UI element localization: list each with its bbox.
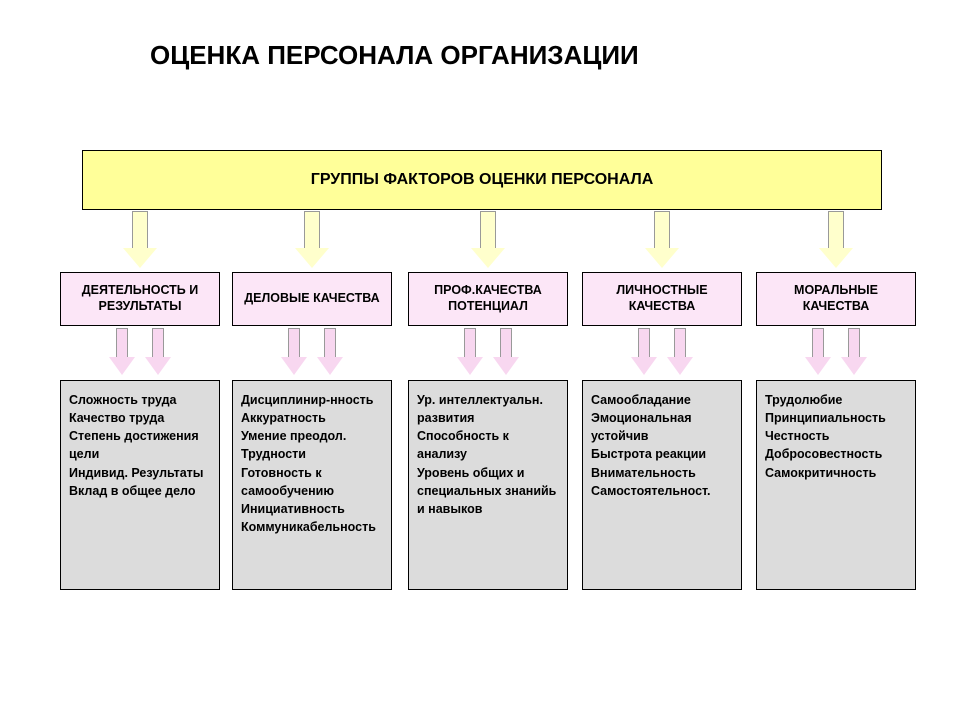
category-label: ПРОФ.КАЧЕСТВА ПОТЕНЦИАЛ (413, 283, 563, 314)
category-label: МОРАЛЬНЫЕ КАЧЕСТВА (761, 283, 911, 314)
top-group-label: ГРУППЫ ФАКТОРОВ ОЦЕНКИ ПЕРСОНАЛА (311, 171, 654, 189)
arrow-down-icon (805, 328, 831, 376)
arrow-down-icon (819, 211, 853, 269)
top-group-box: ГРУППЫ ФАКТОРОВ ОЦЕНКИ ПЕРСОНАЛА (82, 150, 882, 210)
arrow-down-icon (645, 211, 679, 269)
arrow-down-icon (281, 328, 307, 376)
detail-text: Ур. интеллектуальн. развития Способность… (417, 393, 556, 516)
detail-text: Самообладание Эмоциональная устойчив Быс… (591, 393, 711, 498)
arrow-down-icon (457, 328, 483, 376)
detail-box: Сложность труда Качество труда Степень д… (60, 380, 220, 590)
category-box: ЛИЧНОСТНЫЕ КАЧЕСТВА (582, 272, 742, 326)
category-box: МОРАЛЬНЫЕ КАЧЕСТВА (756, 272, 916, 326)
detail-box: Самообладание Эмоциональная устойчив Быс… (582, 380, 742, 590)
arrow-down-icon (631, 328, 657, 376)
arrow-down-icon (295, 211, 329, 269)
arrow-down-icon (493, 328, 519, 376)
arrow-down-icon (109, 328, 135, 376)
detail-text: Сложность труда Качество труда Степень д… (69, 393, 203, 498)
arrow-down-icon (123, 211, 157, 269)
detail-text: Трудолюбие Принципиальность Честность До… (765, 393, 886, 480)
category-box: ПРОФ.КАЧЕСТВА ПОТЕНЦИАЛ (408, 272, 568, 326)
detail-text: Дисциплинир-нность Аккуратность Умение п… (241, 393, 376, 534)
category-label: ДЕЛОВЫЕ КАЧЕСТВА (244, 291, 379, 307)
category-label: ДЕЯТЕЛЬНОСТЬ И РЕЗУЛЬТАТЫ (65, 283, 215, 314)
arrow-down-icon (145, 328, 171, 376)
detail-box: Трудолюбие Принципиальность Честность До… (756, 380, 916, 590)
arrow-down-icon (841, 328, 867, 376)
arrow-down-icon (317, 328, 343, 376)
detail-box: Ур. интеллектуальн. развития Способность… (408, 380, 568, 590)
arrow-down-icon (667, 328, 693, 376)
category-box: ДЕЛОВЫЕ КАЧЕСТВА (232, 272, 392, 326)
category-label: ЛИЧНОСТНЫЕ КАЧЕСТВА (587, 283, 737, 314)
arrow-down-icon (471, 211, 505, 269)
detail-box: Дисциплинир-нность Аккуратность Умение п… (232, 380, 392, 590)
page-title: ОЦЕНКА ПЕРСОНАЛА ОРГАНИЗАЦИИ (150, 40, 639, 71)
category-box: ДЕЯТЕЛЬНОСТЬ И РЕЗУЛЬТАТЫ (60, 272, 220, 326)
